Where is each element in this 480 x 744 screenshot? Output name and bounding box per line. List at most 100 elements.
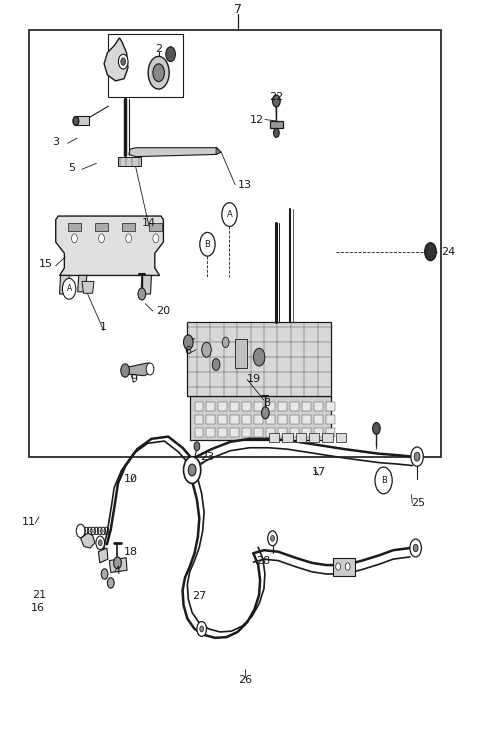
Circle shape <box>194 442 200 451</box>
Text: 14: 14 <box>142 219 156 228</box>
Bar <box>29 31 441 458</box>
Polygon shape <box>81 533 95 548</box>
Bar <box>194 402 203 411</box>
Text: B: B <box>204 240 210 248</box>
Bar <box>302 429 311 437</box>
Circle shape <box>96 536 105 550</box>
Bar <box>235 339 247 368</box>
Circle shape <box>108 577 114 588</box>
Circle shape <box>200 232 215 256</box>
Bar <box>218 415 227 424</box>
Bar <box>290 402 299 411</box>
Polygon shape <box>56 216 163 275</box>
Polygon shape <box>82 281 94 293</box>
Bar <box>290 415 299 424</box>
Text: 12: 12 <box>250 115 264 124</box>
Text: 8: 8 <box>263 398 270 408</box>
Text: 5: 5 <box>68 163 75 173</box>
Polygon shape <box>216 148 221 155</box>
Text: 11: 11 <box>22 517 36 527</box>
Circle shape <box>126 234 132 243</box>
Bar <box>269 433 279 442</box>
Text: 7: 7 <box>234 3 241 16</box>
Text: 15: 15 <box>39 260 53 269</box>
Bar <box>270 121 283 129</box>
Bar <box>326 402 335 411</box>
Bar <box>218 402 227 411</box>
Bar <box>190 396 331 440</box>
Bar <box>278 402 287 411</box>
Circle shape <box>268 531 277 546</box>
Text: 10: 10 <box>124 474 138 484</box>
Bar <box>254 402 263 411</box>
Bar <box>302 402 311 411</box>
Circle shape <box>414 452 420 461</box>
Bar <box>122 223 135 231</box>
Circle shape <box>262 407 269 419</box>
Circle shape <box>62 278 76 299</box>
Polygon shape <box>141 275 152 294</box>
Circle shape <box>99 234 104 243</box>
Circle shape <box>200 626 204 632</box>
Circle shape <box>336 563 340 571</box>
Bar <box>95 223 108 231</box>
Text: 1: 1 <box>100 322 107 333</box>
Text: 26: 26 <box>238 676 252 685</box>
Bar <box>187 321 331 396</box>
Circle shape <box>212 359 220 371</box>
Polygon shape <box>104 38 128 81</box>
Circle shape <box>138 288 146 300</box>
Bar <box>290 429 299 437</box>
Circle shape <box>76 525 85 538</box>
Bar <box>108 34 182 97</box>
Text: 19: 19 <box>247 374 262 385</box>
Bar <box>242 402 251 411</box>
Polygon shape <box>123 363 154 376</box>
Bar <box>118 157 141 166</box>
Circle shape <box>271 536 275 542</box>
Bar <box>194 415 203 424</box>
Text: 28: 28 <box>256 557 270 566</box>
Circle shape <box>222 202 237 226</box>
Text: 13: 13 <box>238 180 252 190</box>
Text: 27: 27 <box>192 591 206 601</box>
Bar <box>336 433 346 442</box>
Polygon shape <box>98 548 108 563</box>
Bar <box>230 415 239 424</box>
Bar <box>206 429 215 437</box>
Circle shape <box>148 57 169 89</box>
Bar <box>242 429 251 437</box>
Bar <box>296 433 306 442</box>
Text: 25: 25 <box>411 498 425 508</box>
Text: 3: 3 <box>52 137 59 147</box>
Polygon shape <box>60 275 69 294</box>
Text: 16: 16 <box>31 603 45 613</box>
Bar <box>278 429 287 437</box>
Circle shape <box>375 467 392 494</box>
Polygon shape <box>78 275 87 292</box>
Circle shape <box>72 234 77 243</box>
Circle shape <box>188 464 196 476</box>
Text: 2: 2 <box>155 44 162 54</box>
Bar <box>254 429 263 437</box>
Bar <box>266 402 275 411</box>
Text: A: A <box>227 210 232 219</box>
Polygon shape <box>129 148 221 157</box>
Circle shape <box>253 348 265 366</box>
Circle shape <box>119 54 128 69</box>
Bar <box>149 223 162 231</box>
Circle shape <box>98 540 102 546</box>
Bar <box>278 415 287 424</box>
Text: A: A <box>67 284 72 293</box>
Text: 20: 20 <box>156 306 170 316</box>
Bar <box>302 415 311 424</box>
Circle shape <box>372 423 380 434</box>
Circle shape <box>153 64 164 82</box>
Circle shape <box>222 337 229 347</box>
Text: 24: 24 <box>441 247 456 257</box>
Bar <box>309 433 320 442</box>
Bar <box>206 415 215 424</box>
Bar <box>194 429 203 437</box>
Circle shape <box>121 364 130 377</box>
Circle shape <box>197 621 206 636</box>
